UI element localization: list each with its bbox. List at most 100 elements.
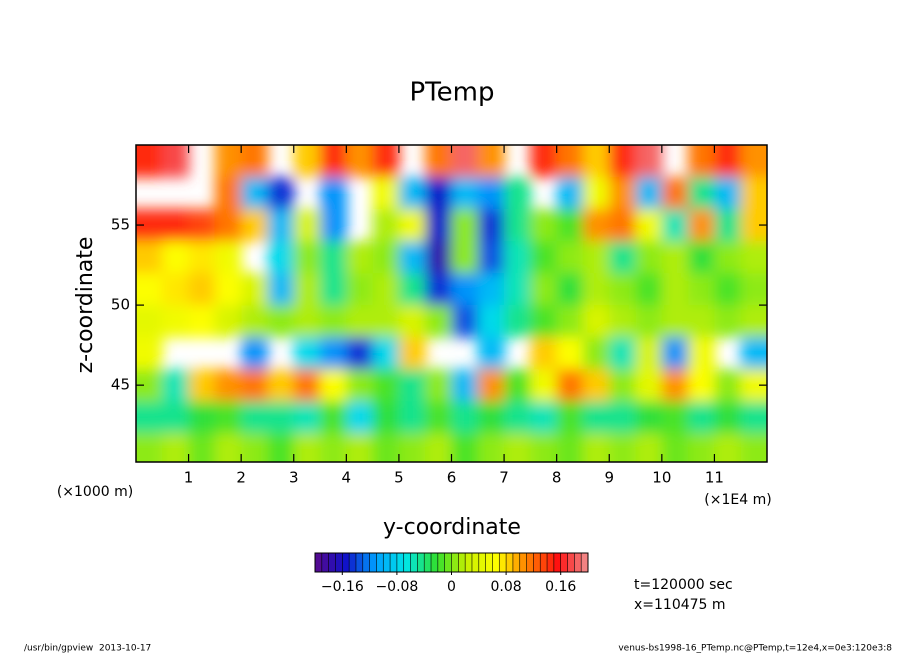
x-tick-label: 6 [447, 469, 457, 487]
field-cell [398, 337, 426, 370]
field-cell [714, 305, 742, 338]
field-cell [425, 177, 452, 210]
field-cell [530, 305, 558, 338]
field-cell [688, 145, 715, 178]
field-cell [241, 273, 268, 306]
x-tick-label: 4 [342, 469, 352, 487]
colorbar-cell [547, 553, 555, 572]
field-cell [635, 305, 663, 338]
colorbar-tick-label: 0.16 [545, 579, 576, 595]
colorbar-cell [403, 553, 411, 572]
field-cell [398, 433, 426, 462]
x-unit-right: (×1E4 m) [704, 492, 771, 508]
field-cell [320, 145, 347, 178]
colorbar-cell [567, 553, 575, 572]
colorbar-tick-label: −0.08 [375, 579, 418, 595]
colorbar-cell [465, 553, 473, 572]
colorbar-cell [499, 553, 507, 572]
field-cell [372, 177, 400, 210]
colorbar-cell [478, 553, 486, 572]
field-cell [162, 209, 190, 242]
field-cell [241, 145, 268, 178]
colorbar-cell [492, 553, 500, 572]
x-tick-label: 8 [552, 469, 562, 487]
field-cell [188, 401, 216, 434]
field-cell [661, 305, 689, 338]
field-cell [241, 177, 268, 210]
field-cell [320, 433, 347, 462]
field-cell [136, 273, 163, 306]
cells [136, 145, 767, 462]
field-cell [609, 209, 637, 242]
field-cell [372, 337, 400, 370]
colorbar-cell [369, 553, 377, 572]
field-cell [635, 209, 663, 242]
field-cell [267, 209, 295, 242]
field-cell [635, 273, 663, 306]
y-tick-label: 50 [111, 296, 130, 314]
field-cell [556, 305, 584, 338]
field-cell [425, 209, 452, 242]
field-cell [241, 401, 268, 434]
colorbar-cell [485, 553, 493, 572]
field-cell [398, 209, 426, 242]
colorbar-cell [526, 553, 534, 572]
field-cell [714, 273, 742, 306]
chart-title: PTemp [410, 78, 495, 108]
colorbar-cell [581, 553, 589, 572]
y-tick-label: 45 [111, 376, 130, 394]
field-cell [214, 273, 242, 306]
annotation: t=120000 sec [634, 577, 733, 593]
field-cell [477, 273, 505, 306]
field-cell [609, 241, 637, 274]
field-cell [162, 401, 190, 434]
field-cell [372, 369, 400, 402]
field-cell [293, 145, 321, 178]
field-cell [162, 273, 190, 306]
x-tick-label: 10 [652, 469, 671, 487]
field-cell [346, 337, 374, 370]
colorbar-cell [342, 553, 350, 572]
field-cell [372, 433, 400, 462]
field-cell [398, 369, 426, 402]
field-cell [661, 273, 689, 306]
field-cell [320, 337, 347, 370]
field-cell [661, 401, 689, 434]
field-cell [293, 369, 321, 402]
x-tick-label: 7 [499, 469, 509, 487]
field-cell [740, 145, 767, 178]
x-tick-label: 9 [604, 469, 614, 487]
colorbar-cell [540, 553, 548, 572]
field-cell [451, 401, 479, 434]
field-cell [346, 145, 374, 178]
field-cell [372, 305, 400, 338]
field-cell [451, 433, 479, 462]
field-cell [477, 241, 505, 274]
field-cell [556, 273, 584, 306]
x-unit-left: (×1000 m) [57, 484, 133, 500]
field-cell [635, 433, 663, 462]
field-cell [661, 177, 689, 210]
colorbar-cell [437, 553, 445, 572]
field-cell [267, 273, 295, 306]
field-cell [214, 401, 242, 434]
field-cell [346, 433, 374, 462]
field-cell [582, 209, 610, 242]
field-cell [688, 273, 715, 306]
field-cell [451, 305, 479, 338]
field-cell [530, 145, 558, 178]
field-cell [425, 241, 452, 274]
field-cell [188, 209, 216, 242]
field-cell [635, 241, 663, 274]
field-cell [661, 433, 689, 462]
field-cell [136, 401, 163, 434]
colorbar-cell [362, 553, 370, 572]
field-cell [582, 401, 610, 434]
x-tick-label: 11 [705, 469, 724, 487]
field-cell [530, 241, 558, 274]
field-cell [214, 433, 242, 462]
field-cell [477, 369, 505, 402]
field-cell [556, 145, 584, 178]
field-cell [582, 177, 610, 210]
field-cell [214, 241, 242, 274]
